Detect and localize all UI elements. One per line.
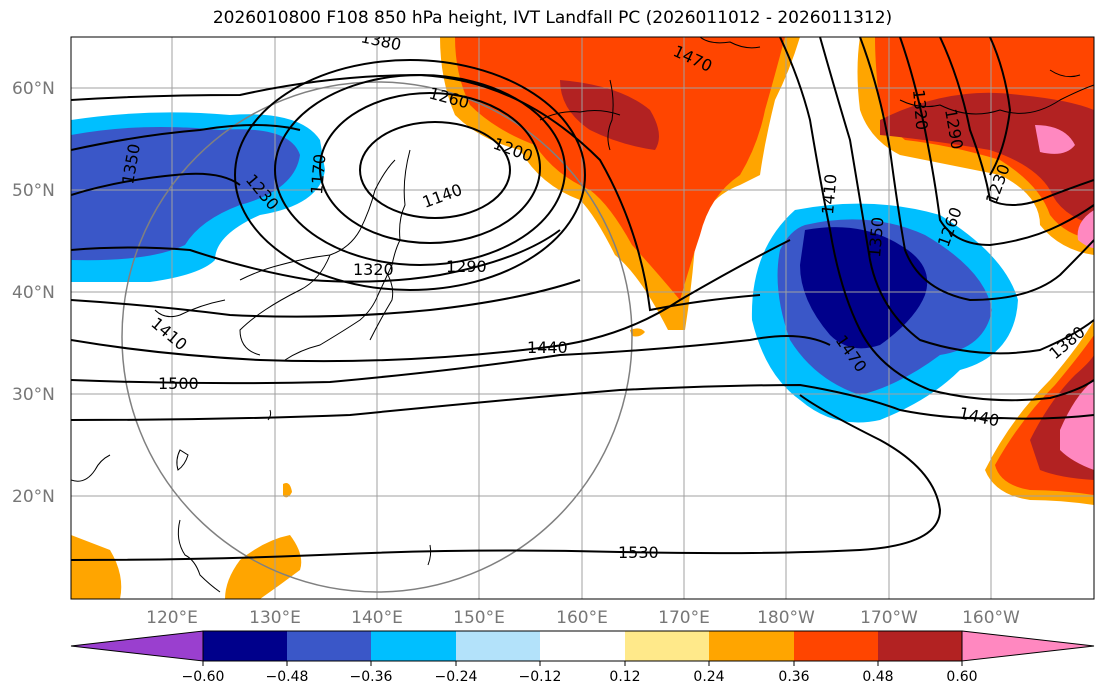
lon-label: 150°E — [453, 608, 505, 628]
colorbar: −0.60 −0.48 −0.36 −0.24 −0.12 0.12 0.24 … — [70, 630, 1095, 685]
lon-label: 170°E — [658, 608, 710, 628]
colorbar-segment — [794, 631, 878, 661]
contour-label: 1320 — [909, 89, 931, 131]
latitude-labels: 60°N 50°N 40°N 30°N 20°N — [12, 79, 55, 507]
longitude-labels: 120°E 130°E 140°E 150°E 160°E 170°E 180°… — [146, 608, 1020, 628]
colorbar-tick-label: 0.24 — [693, 669, 724, 685]
contour-label: 1350 — [865, 216, 887, 258]
contour-label: 1410 — [818, 173, 840, 215]
lat-label: 40°N — [12, 283, 55, 303]
plot-frame — [70, 36, 1095, 600]
colorbar-segment — [625, 631, 709, 661]
colorbar-segment — [371, 631, 456, 661]
lon-label: 140°E — [351, 608, 403, 628]
lon-label: 170°W — [860, 608, 918, 628]
colorbar-tick-label: −0.60 — [182, 669, 225, 685]
colorbar-extend-low — [70, 630, 204, 662]
radius-circle — [121, 81, 633, 593]
map-title: 2026010800 F108 850 hPa height, IVT Land… — [212, 8, 893, 28]
negative-ivt-shading — [71, 112, 1018, 423]
lon-label: 160°W — [962, 608, 1020, 628]
colorbar-segment — [287, 631, 371, 661]
lon-label: 120°E — [146, 608, 198, 628]
colorbar-tick-label: −0.12 — [519, 669, 562, 685]
lat-label: 30°N — [12, 385, 55, 405]
lon-label: 130°E — [249, 608, 301, 628]
colorbar-tick-label: −0.48 — [266, 669, 309, 685]
height-contours — [71, 37, 1094, 561]
lon-label: 180°W — [757, 608, 815, 628]
contour-label: 1500 — [158, 374, 199, 393]
colorbar-tick-label: 0.48 — [862, 669, 893, 685]
colorbar-segment — [540, 631, 625, 661]
colorbar-tick-label: 0.12 — [609, 669, 640, 685]
lat-label: 20°N — [12, 487, 55, 507]
lon-label: 160°E — [556, 608, 608, 628]
colorbar-extend-high — [961, 630, 1095, 662]
colorbar-tick-label: −0.24 — [435, 669, 478, 685]
colorbar-segment — [456, 631, 540, 661]
lat-label: 60°N — [12, 79, 55, 99]
contour-label: 1530 — [618, 543, 659, 562]
lat-label: 50°N — [12, 181, 55, 201]
contour-label: 1170 — [307, 153, 329, 195]
colorbar-tick-label: 0.60 — [946, 669, 977, 685]
coastlines — [71, 37, 1094, 593]
colorbar-tick-label: 0.36 — [778, 669, 809, 685]
contour-label: 1320 — [353, 260, 394, 279]
colorbar-tick-label: −0.36 — [350, 669, 393, 685]
contour-label: 1290 — [446, 257, 487, 276]
colorbar-segment — [709, 631, 794, 661]
colorbar-segment — [203, 631, 287, 661]
contour-label: 1440 — [527, 338, 568, 357]
colorbar-segment — [878, 631, 962, 661]
